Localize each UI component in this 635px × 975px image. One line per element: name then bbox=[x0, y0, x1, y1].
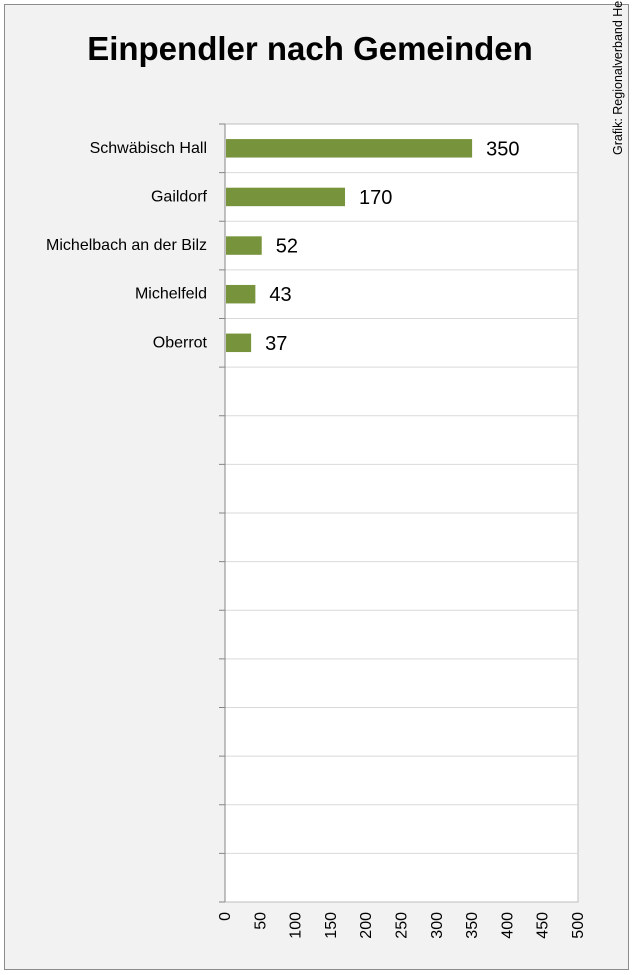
data-label: 170 bbox=[359, 187, 392, 209]
x-tick-label: 200 bbox=[358, 912, 375, 939]
bar bbox=[226, 236, 262, 255]
x-tick-label: 300 bbox=[429, 912, 446, 939]
category-label: Gaildorf bbox=[151, 188, 208, 205]
bar bbox=[226, 333, 252, 353]
x-tick-label: 0 bbox=[217, 912, 234, 921]
x-tick-label: 50 bbox=[252, 912, 269, 930]
category-label: Schwäbisch Hall bbox=[90, 140, 207, 157]
bar bbox=[226, 139, 473, 158]
x-tick-label: 400 bbox=[499, 912, 516, 939]
category-label: Michelfeld bbox=[135, 286, 207, 303]
category-label: Oberrot bbox=[153, 334, 208, 351]
chart-title: Einpendler nach Gemeinden bbox=[87, 30, 533, 67]
x-tick-label: 250 bbox=[394, 912, 411, 939]
category-label: Michelbach an der Bilz bbox=[46, 237, 207, 254]
data-label: 37 bbox=[265, 333, 287, 355]
x-tick-label: 150 bbox=[323, 912, 340, 939]
data-label: 350 bbox=[486, 138, 519, 160]
bar bbox=[226, 187, 346, 207]
x-tick-label: 100 bbox=[288, 912, 305, 939]
x-tick-label: 350 bbox=[464, 912, 481, 939]
bar bbox=[226, 284, 256, 304]
x-tick-label: 500 bbox=[570, 912, 587, 939]
data-label: 52 bbox=[276, 236, 298, 258]
x-tick-label: 450 bbox=[535, 912, 552, 939]
data-label: 43 bbox=[269, 284, 291, 306]
